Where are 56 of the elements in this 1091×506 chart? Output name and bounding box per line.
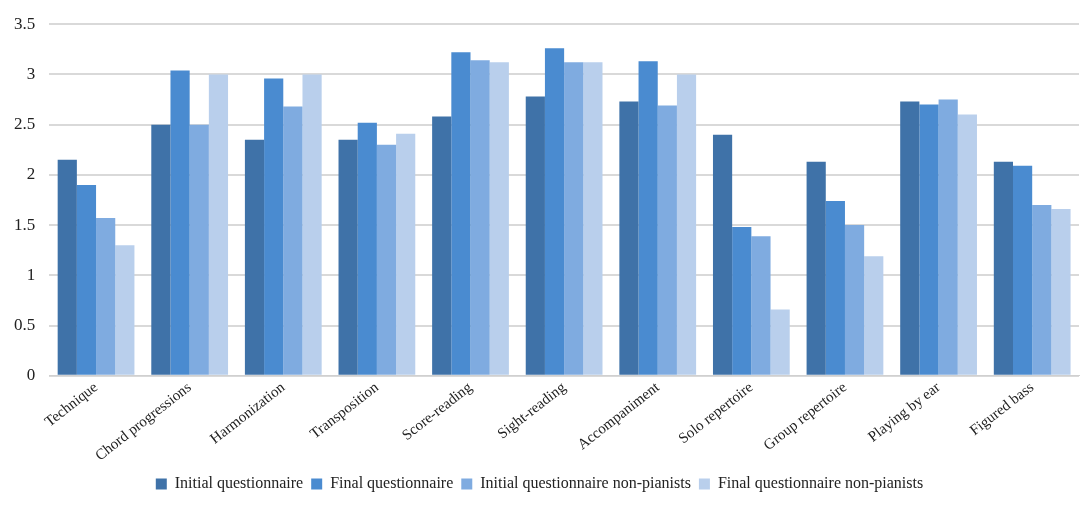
bar (657, 105, 677, 375)
bar (208, 74, 229, 375)
bar (770, 309, 790, 375)
bar (170, 70, 190, 375)
bar (864, 256, 884, 375)
bar (919, 104, 939, 375)
bar (844, 225, 865, 375)
bar (244, 139, 265, 375)
bar (57, 159, 77, 375)
bar (470, 60, 490, 375)
bar (1013, 165, 1033, 375)
legend-label: Final questionnaire non-pianists (717, 474, 924, 493)
bar (751, 236, 771, 375)
y-tick-label: 3.5 (14, 13, 36, 33)
bar (151, 124, 171, 375)
bar (96, 218, 116, 375)
bar (189, 124, 209, 375)
bar (76, 184, 97, 375)
bar (544, 48, 565, 375)
bar (564, 62, 584, 375)
bar (806, 161, 826, 375)
bar (451, 52, 471, 375)
bar (376, 144, 397, 375)
bar (338, 139, 358, 375)
bar (302, 74, 322, 375)
y-tick-label: 3 (26, 63, 36, 83)
y-tick-label: 1 (26, 264, 36, 284)
legend-label: Initial questionnaire (174, 474, 304, 493)
bar (115, 245, 135, 375)
y-tick-label: 2 (26, 164, 36, 184)
bar (900, 101, 920, 375)
legend-label: Final questionnaire (330, 474, 454, 493)
bar (619, 101, 639, 375)
bar (938, 99, 958, 375)
bar (1051, 209, 1071, 375)
bar (357, 122, 377, 375)
bar (525, 96, 545, 375)
y-tick-label: 0.5 (14, 314, 36, 334)
bar (396, 133, 416, 375)
bar (712, 134, 733, 375)
legend-label: Initial questionnaire non-pianists (480, 474, 691, 493)
y-tick-label: 1.5 (14, 214, 36, 234)
bar (638, 61, 658, 375)
bar (957, 114, 977, 375)
bar (489, 62, 509, 375)
y-tick-label: 0 (26, 365, 36, 385)
bar (732, 227, 752, 375)
bar (264, 78, 284, 375)
bar (283, 106, 303, 375)
bar (1032, 204, 1052, 375)
y-tick-label: 2.5 (14, 114, 36, 134)
bar (583, 62, 603, 375)
bar (825, 200, 845, 375)
bar (676, 74, 697, 375)
bar (432, 116, 452, 375)
bar (993, 161, 1013, 375)
